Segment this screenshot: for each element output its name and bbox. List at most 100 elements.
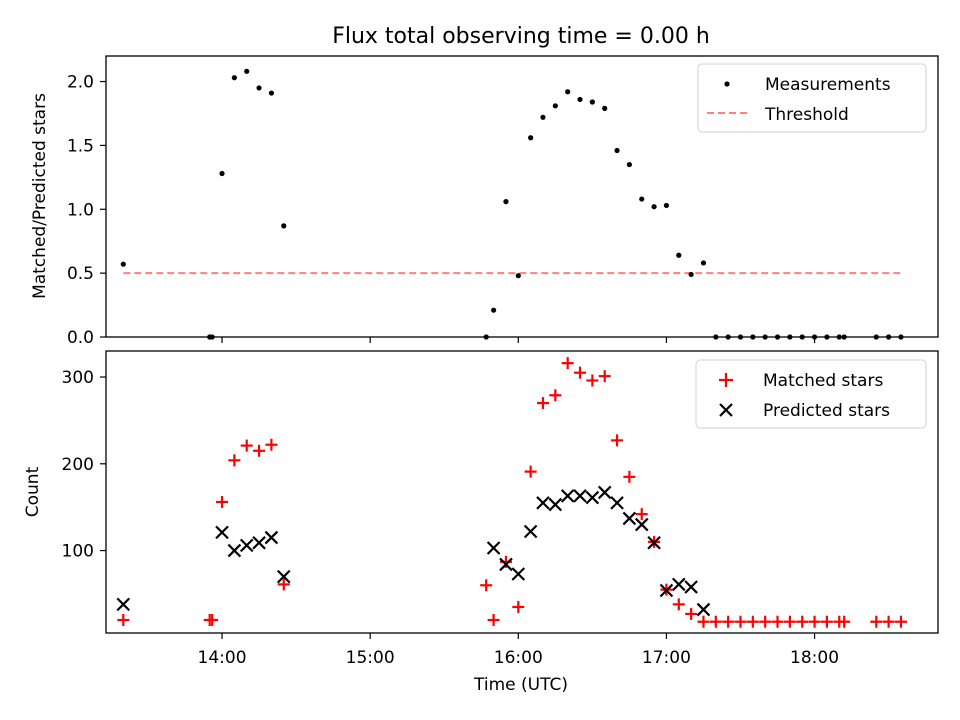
predicted-star-point <box>536 496 550 510</box>
predicted-star-point <box>585 490 600 505</box>
predicted-star-point <box>696 602 711 617</box>
matched-star-point <box>820 615 833 628</box>
matched-star-point <box>722 615 735 628</box>
measurement-point <box>565 89 571 95</box>
measurement-point <box>231 75 237 81</box>
matched-star-point <box>536 397 549 410</box>
measurement-point <box>540 114 546 120</box>
ratio-axes-frame <box>105 55 939 338</box>
matched-star-point <box>561 357 574 370</box>
count-y-tick-label: 100 <box>62 542 94 562</box>
matched-star-point <box>759 615 772 628</box>
measurement-point <box>256 85 262 91</box>
count-y-tick-label: 300 <box>62 368 94 388</box>
measurement-point <box>700 260 707 266</box>
matched-star-point <box>623 470 636 483</box>
ratio-x-ticks <box>221 337 816 343</box>
matched-star-point <box>117 613 130 626</box>
measurement-point <box>577 96 583 103</box>
measurement-point <box>589 99 595 105</box>
predicted-star-point <box>597 485 612 500</box>
predicted-star-point <box>252 535 266 550</box>
matched-star-point <box>524 465 537 478</box>
measurement-point <box>120 261 126 267</box>
matched-star-point <box>697 615 710 628</box>
measurement-point <box>244 68 250 74</box>
predicted-star-point <box>276 569 291 584</box>
count-plot-area <box>116 357 907 628</box>
matched-star-point <box>838 615 851 628</box>
measurement-point <box>281 223 287 229</box>
count-x-tick-label: 18:00 <box>790 648 839 668</box>
predicted-star-point <box>239 538 254 553</box>
measurement-point <box>528 135 534 141</box>
matched-star-point <box>882 615 895 628</box>
matched-star-point <box>808 615 821 628</box>
count-x-tick-label: 15:00 <box>346 648 395 668</box>
ratio-y-axis-label: Matched/Predicted stars <box>30 93 50 299</box>
predicted-star-point <box>671 577 686 592</box>
predicted-star-point <box>634 517 649 532</box>
ratio-y-tick-label: 1.5 <box>67 136 94 156</box>
count-x-axis-label: Time (UTC) <box>473 675 568 695</box>
predicted-star-point <box>647 535 661 550</box>
matched-star-point <box>549 389 562 402</box>
matched-star-point <box>894 615 907 628</box>
matched-star-point <box>685 607 698 620</box>
matched-star-point <box>228 454 241 467</box>
matched-star-point <box>487 613 500 626</box>
matched-star-point <box>512 600 525 613</box>
ratio-y-tick-label: 0.5 <box>67 264 94 284</box>
predicted-star-point <box>610 496 624 510</box>
measurement-point <box>491 307 497 313</box>
ratio-y-tick-label: 1.0 <box>67 200 94 220</box>
count-x-tick-label: 17:00 <box>642 648 691 668</box>
legend-threshold-label: Threshold <box>764 105 849 125</box>
matched-star-point <box>265 438 278 451</box>
predicted-star-point <box>684 580 698 594</box>
count-y-axis-label: Count <box>23 466 43 517</box>
matched-star-point <box>635 508 648 521</box>
predicted-star-point <box>548 497 563 512</box>
measurement-point <box>663 202 670 209</box>
matched-star-point <box>734 615 747 628</box>
matched-star-point <box>240 439 253 452</box>
count-x-tick-label: 14:00 <box>198 648 247 668</box>
matched-star-point <box>574 366 587 379</box>
predicted-star-point <box>264 530 279 545</box>
measurement-point <box>552 103 558 109</box>
measurement-point <box>626 161 632 168</box>
matched-star-point <box>480 579 493 592</box>
ratio-y-tick-label: 2.0 <box>67 73 94 93</box>
ratio-panel: Matched/Predicted stars 0.00.51.01.52.0 … <box>30 55 939 348</box>
measurement-point <box>503 199 509 205</box>
predicted-star-point <box>499 557 513 572</box>
count-panel: Count Time (UTC) 100 200 300 14:00 15:00 16:… <box>23 350 939 695</box>
measurement-point <box>651 204 657 210</box>
predicted-star-point <box>659 583 674 598</box>
predicted-star-point <box>116 597 131 612</box>
ratio-y-ticks: 0.0 0.5 1.0 1.5 2.0 <box>67 73 106 348</box>
matched-star-point <box>216 495 229 508</box>
matched-star-point <box>277 578 290 591</box>
predicted-star-point <box>511 567 526 581</box>
ratio-legend: Measurements Threshold <box>697 63 927 133</box>
legend-measurements-label: Measurements <box>765 75 891 95</box>
count-y-ticks: 100 200 300 <box>62 368 106 562</box>
figure-title: Flux total observing time = 0.00 h <box>332 24 710 49</box>
matched-star-point <box>709 615 722 628</box>
ratio-legend-box <box>697 63 927 133</box>
measurement-point <box>688 271 694 278</box>
predicted-star-point <box>227 543 242 558</box>
count-legend-box <box>695 359 927 429</box>
measurement-point <box>515 273 521 279</box>
matched-star-point <box>586 374 599 387</box>
matched-star-point <box>672 598 685 611</box>
matched-star-point <box>611 434 624 447</box>
legend-matched-label: Matched stars <box>763 371 883 391</box>
measurement-point <box>268 90 275 96</box>
matched-star-point <box>253 444 266 457</box>
measurement-point <box>639 196 645 202</box>
